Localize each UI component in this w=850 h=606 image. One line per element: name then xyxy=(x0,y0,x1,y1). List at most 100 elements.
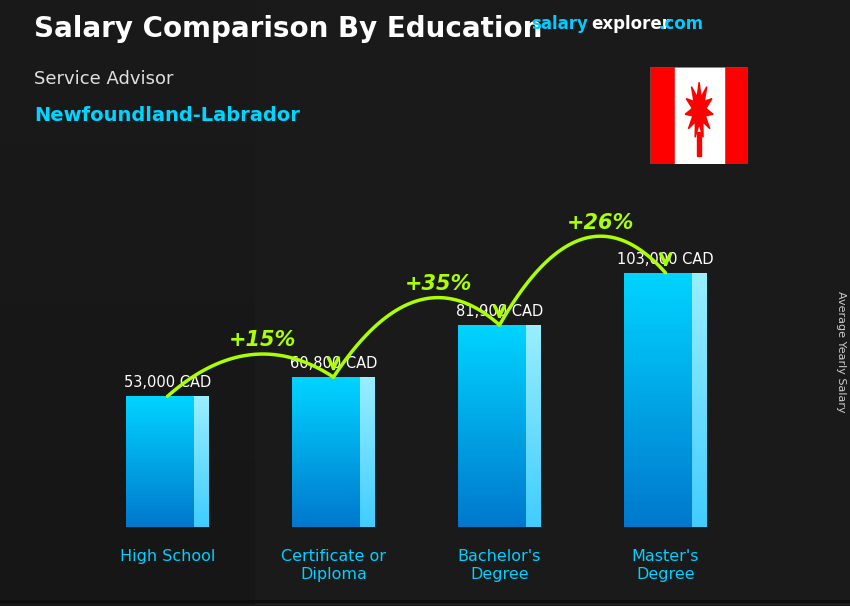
Bar xyxy=(360,511,375,512)
Bar xyxy=(624,279,707,281)
Bar xyxy=(624,349,707,350)
Bar xyxy=(126,477,209,478)
Bar xyxy=(692,513,707,514)
Bar xyxy=(194,407,209,408)
Bar xyxy=(194,460,209,461)
Bar xyxy=(624,522,707,524)
Bar xyxy=(692,273,707,274)
Bar xyxy=(194,487,209,488)
Text: Salary Comparison By Education: Salary Comparison By Education xyxy=(34,15,542,43)
Bar xyxy=(360,491,375,492)
Bar xyxy=(692,446,707,447)
Bar xyxy=(526,350,541,351)
Bar xyxy=(0,602,850,605)
Bar xyxy=(126,459,209,460)
Bar xyxy=(0,601,850,604)
Bar xyxy=(0,436,255,448)
Bar xyxy=(0,601,850,604)
Bar xyxy=(292,483,375,484)
Bar xyxy=(194,518,209,519)
Bar xyxy=(292,455,375,456)
Bar xyxy=(692,526,707,527)
Bar xyxy=(292,411,375,413)
Bar xyxy=(194,492,209,493)
Bar xyxy=(692,432,707,433)
Bar xyxy=(624,339,707,341)
Bar xyxy=(0,601,850,604)
Bar xyxy=(458,441,541,442)
Bar xyxy=(0,602,850,605)
Bar xyxy=(526,473,541,474)
Bar xyxy=(126,415,209,416)
Bar xyxy=(692,508,707,510)
Bar xyxy=(194,423,209,424)
Bar xyxy=(526,390,541,391)
Bar xyxy=(0,602,850,605)
Bar xyxy=(624,385,707,386)
Bar xyxy=(0,600,850,603)
Bar xyxy=(194,414,209,415)
Bar xyxy=(194,456,209,457)
Bar xyxy=(458,326,541,327)
Bar xyxy=(692,429,707,431)
Bar xyxy=(692,311,707,312)
Bar xyxy=(0,601,850,604)
Bar xyxy=(692,319,707,320)
Bar xyxy=(526,508,541,509)
Bar xyxy=(458,348,541,349)
Bar xyxy=(360,427,375,428)
Bar xyxy=(458,447,541,448)
Bar xyxy=(292,415,375,416)
Bar xyxy=(624,281,707,282)
Bar xyxy=(0,602,850,605)
Bar xyxy=(692,281,707,282)
Bar xyxy=(458,519,541,520)
Bar xyxy=(624,342,707,343)
Bar xyxy=(292,495,375,496)
Bar xyxy=(458,413,541,414)
Bar xyxy=(0,602,850,605)
Bar xyxy=(360,510,375,511)
Bar xyxy=(292,422,375,423)
Bar xyxy=(360,481,375,482)
Bar xyxy=(624,295,707,296)
Bar xyxy=(0,303,255,315)
Bar xyxy=(624,394,707,395)
Bar xyxy=(126,480,209,481)
Bar xyxy=(360,490,375,491)
Bar xyxy=(0,600,850,603)
Bar xyxy=(526,447,541,448)
Bar xyxy=(0,601,850,604)
Bar xyxy=(692,277,707,278)
Bar xyxy=(624,427,707,428)
Bar xyxy=(526,507,541,508)
Bar xyxy=(292,454,375,455)
Bar xyxy=(458,523,541,524)
Bar xyxy=(0,600,850,603)
Bar xyxy=(360,452,375,453)
Bar xyxy=(458,518,541,519)
Bar xyxy=(624,341,707,342)
Bar xyxy=(126,479,209,480)
Bar xyxy=(526,401,541,402)
Bar xyxy=(0,603,850,606)
Bar xyxy=(692,461,707,462)
Bar xyxy=(126,517,209,518)
Bar xyxy=(624,470,707,471)
Bar xyxy=(0,602,850,605)
Bar xyxy=(0,601,850,604)
Bar xyxy=(0,473,255,485)
Bar xyxy=(292,502,375,503)
Bar xyxy=(360,393,375,394)
Bar xyxy=(624,526,707,527)
Bar xyxy=(360,417,375,418)
Bar xyxy=(526,470,541,471)
Bar xyxy=(126,460,209,461)
Bar xyxy=(458,421,541,422)
Bar xyxy=(692,284,707,285)
Bar xyxy=(624,277,707,278)
Bar xyxy=(692,279,707,281)
Bar xyxy=(292,436,375,437)
Bar xyxy=(194,419,209,420)
Bar xyxy=(194,404,209,405)
